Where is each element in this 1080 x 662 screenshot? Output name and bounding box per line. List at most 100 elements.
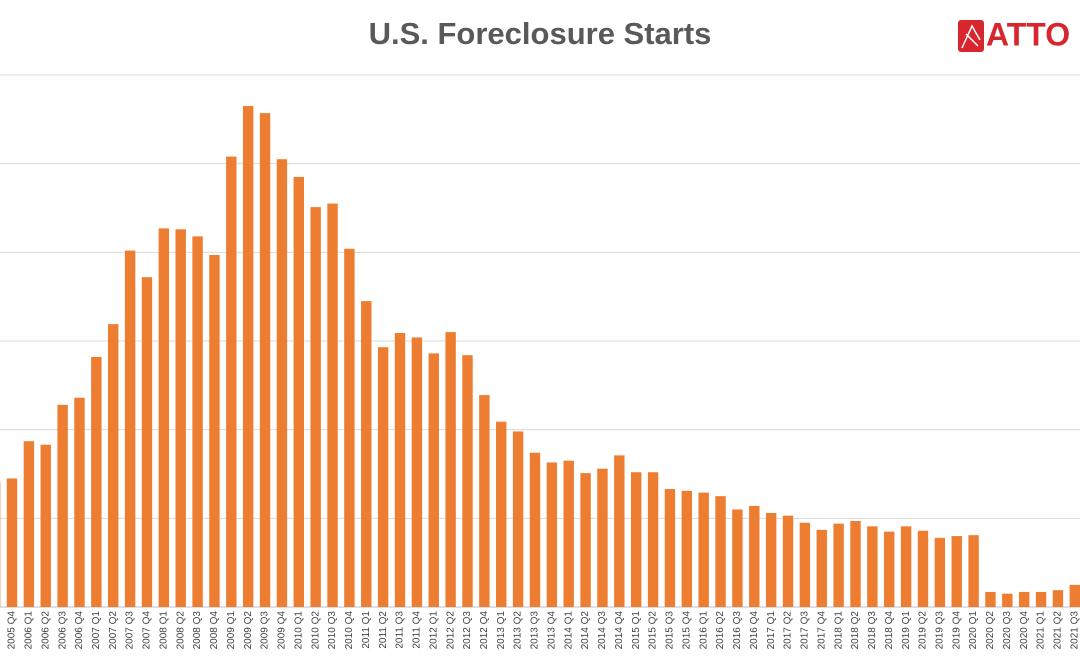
bar bbox=[411, 337, 423, 607]
bar bbox=[361, 301, 372, 607]
bar bbox=[934, 537, 946, 607]
x-tick-label: 2019 Q1 bbox=[901, 611, 912, 650]
bar bbox=[917, 530, 929, 607]
bar bbox=[765, 513, 777, 607]
bar bbox=[614, 455, 625, 607]
bar bbox=[6, 478, 18, 607]
bar bbox=[698, 492, 709, 607]
bar bbox=[327, 203, 338, 608]
x-tick-label: 2015 Q2 bbox=[648, 611, 659, 650]
bar bbox=[479, 395, 490, 607]
x-tick-label: 2018 Q3 bbox=[867, 611, 878, 650]
x-tick-label: 2009 Q1 bbox=[226, 611, 237, 650]
bar bbox=[867, 526, 878, 607]
bar bbox=[749, 505, 760, 607]
x-tick-label: 2011 Q3 bbox=[395, 611, 406, 649]
bar bbox=[782, 515, 794, 607]
bar bbox=[816, 529, 827, 607]
bar bbox=[1035, 591, 1047, 607]
bar bbox=[226, 156, 237, 607]
x-tick-label: 2006 Q2 bbox=[40, 611, 51, 650]
x-tick-label: 2009 Q2 bbox=[243, 611, 254, 650]
bar bbox=[394, 333, 406, 607]
bar bbox=[377, 347, 389, 607]
bar bbox=[462, 355, 473, 607]
bar bbox=[1002, 593, 1013, 607]
x-tick-label: 2007 Q4 bbox=[142, 611, 153, 650]
bar bbox=[968, 535, 979, 607]
x-tick-label: 2016 Q1 bbox=[698, 611, 709, 650]
x-tick-label: 2009 Q4 bbox=[277, 611, 288, 650]
x-tick-label: 2018 Q2 bbox=[850, 611, 861, 650]
x-tick-label: 2019 Q3 bbox=[934, 611, 945, 650]
x-tick-label: 2011 Q2 bbox=[378, 611, 389, 649]
x-tick-label: 2021 Q2 bbox=[1053, 611, 1064, 650]
x-tick-label: 2021 Q1 bbox=[1036, 611, 1047, 650]
x-tick-label: 2007 Q3 bbox=[125, 611, 136, 650]
x-tick-label: 2006 Q4 bbox=[74, 611, 85, 650]
x-tick-label: 2012 Q1 bbox=[428, 611, 439, 650]
logo-text: ATTO bbox=[986, 16, 1070, 52]
x-tick-label: 2008 Q4 bbox=[209, 611, 220, 650]
chart-title: U.S. Foreclosure Starts bbox=[369, 16, 712, 51]
x-tick-label: 2017 Q1 bbox=[766, 611, 777, 650]
bar bbox=[900, 526, 912, 607]
x-tick-label: 2008 Q2 bbox=[175, 611, 186, 650]
bar bbox=[985, 591, 996, 607]
x-tick-label: 2014 Q4 bbox=[614, 611, 625, 650]
bar bbox=[664, 489, 676, 607]
bar bbox=[209, 254, 220, 607]
bar bbox=[580, 473, 591, 607]
bar bbox=[124, 250, 136, 607]
x-tick-label: 2011 Q1 bbox=[361, 611, 372, 649]
bar bbox=[850, 520, 861, 607]
x-tick-label: 2019 Q4 bbox=[951, 611, 962, 650]
logo-icon-lines bbox=[961, 24, 981, 49]
x-tick-label: 2013 Q1 bbox=[496, 611, 507, 650]
bar bbox=[23, 441, 35, 607]
bar bbox=[496, 421, 507, 607]
bar bbox=[1069, 584, 1080, 607]
bar bbox=[40, 444, 51, 607]
x-tick-label: 2007 Q2 bbox=[108, 611, 119, 650]
bar bbox=[715, 496, 726, 607]
bar bbox=[597, 468, 608, 607]
x-tick-label: 2009 Q3 bbox=[260, 611, 271, 650]
bar bbox=[74, 397, 85, 607]
x-tick-label: 2010 Q4 bbox=[344, 611, 355, 650]
x-tick-label: 2020 Q3 bbox=[1002, 611, 1013, 650]
x-tick-label: 2006 Q3 bbox=[57, 611, 68, 650]
x-tick-label: 2016 Q3 bbox=[732, 611, 743, 650]
x-tick-label: 2013 Q4 bbox=[546, 611, 557, 650]
bar bbox=[310, 207, 321, 607]
x-tick-label: 2020 Q4 bbox=[1019, 611, 1030, 650]
x-tick-label: 2007 Q1 bbox=[91, 611, 102, 650]
x-tick-label: 2008 Q3 bbox=[192, 611, 203, 650]
bar bbox=[951, 536, 962, 607]
x-tick-label: 2015 Q1 bbox=[631, 611, 642, 650]
x-tick-label: 2006 Q1 bbox=[24, 611, 35, 650]
bar bbox=[141, 277, 153, 607]
x-tick-label: 2015 Q3 bbox=[665, 611, 676, 650]
x-tick-label: 2010 Q1 bbox=[293, 611, 304, 650]
x-tick-label: 2016 Q2 bbox=[715, 611, 726, 650]
bar bbox=[158, 228, 170, 608]
bar bbox=[732, 509, 743, 607]
x-tick-label: 2018 Q4 bbox=[884, 611, 895, 650]
x-tick-label: 2012 Q2 bbox=[445, 611, 456, 650]
bar bbox=[1019, 591, 1030, 607]
x-tick-label: 2017 Q4 bbox=[816, 611, 827, 650]
bar bbox=[884, 531, 895, 607]
x-tick-label: 2010 Q3 bbox=[327, 611, 338, 650]
x-tick-label: 2011 Q4 bbox=[412, 611, 423, 649]
bar bbox=[91, 356, 102, 607]
x-tick-label: 2020 Q2 bbox=[985, 611, 996, 650]
x-tick-label: 2018 Q1 bbox=[833, 611, 844, 650]
bar bbox=[192, 236, 203, 607]
bar bbox=[293, 176, 304, 607]
bar bbox=[259, 113, 271, 608]
bar bbox=[546, 462, 558, 607]
bar bbox=[563, 460, 574, 607]
